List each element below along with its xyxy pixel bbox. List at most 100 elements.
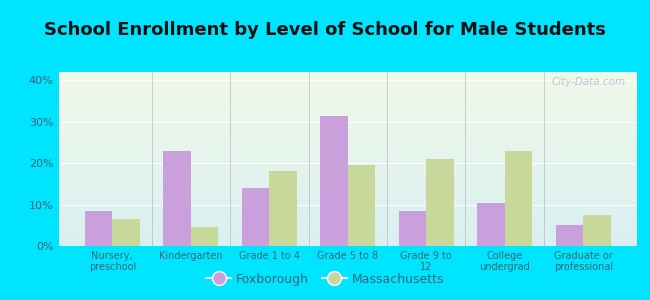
Bar: [58, 218, 637, 220]
Bar: [58, 88, 637, 89]
Bar: [58, 74, 637, 76]
Bar: [58, 241, 637, 242]
Bar: [58, 185, 637, 187]
Bar: [58, 242, 637, 244]
Bar: [58, 136, 637, 138]
Bar: [58, 86, 637, 88]
Bar: [58, 166, 637, 168]
Bar: [58, 224, 637, 225]
Bar: [58, 211, 637, 213]
Bar: [58, 229, 637, 230]
Bar: [58, 244, 637, 246]
Bar: [58, 76, 637, 77]
Bar: [58, 176, 637, 178]
Bar: [58, 161, 637, 163]
Bar: [58, 82, 637, 84]
Bar: [269, 171, 297, 246]
Bar: [58, 110, 637, 112]
Bar: [58, 94, 637, 96]
Bar: [58, 142, 637, 143]
Bar: [58, 173, 637, 175]
Bar: [58, 192, 637, 194]
Bar: [58, 180, 637, 182]
Bar: [58, 133, 637, 135]
Bar: [58, 140, 637, 142]
Bar: [58, 209, 637, 211]
Bar: [58, 107, 637, 109]
Bar: [58, 163, 637, 164]
Bar: [58, 131, 637, 133]
Text: School Enrollment by Level of School for Male Students: School Enrollment by Level of School for…: [44, 21, 606, 39]
Bar: [58, 154, 637, 155]
Bar: [58, 190, 637, 192]
Bar: [58, 100, 637, 102]
Bar: [58, 157, 637, 159]
Bar: [58, 116, 637, 117]
Bar: [58, 155, 637, 157]
Bar: [58, 102, 637, 103]
Bar: [58, 79, 637, 81]
Bar: [58, 236, 637, 237]
Bar: [58, 103, 637, 105]
Bar: [58, 124, 637, 126]
Bar: [58, 159, 637, 161]
Bar: [58, 230, 637, 232]
Bar: [58, 213, 637, 215]
Bar: [58, 187, 637, 189]
Bar: [58, 143, 637, 145]
Bar: [58, 89, 637, 91]
Bar: [58, 128, 637, 129]
Bar: [58, 112, 637, 114]
Bar: [58, 201, 637, 203]
Bar: [58, 77, 637, 79]
Bar: [58, 114, 637, 116]
Bar: [58, 164, 637, 166]
Bar: [58, 98, 637, 100]
Bar: [58, 135, 637, 137]
Bar: [58, 239, 637, 241]
Bar: [58, 216, 637, 218]
Bar: [58, 93, 637, 94]
Bar: [58, 208, 637, 209]
Bar: [398, 211, 426, 246]
Bar: [58, 197, 637, 199]
Bar: [58, 96, 637, 98]
Bar: [556, 225, 583, 246]
Bar: [58, 126, 637, 128]
Bar: [58, 206, 637, 208]
Bar: [58, 117, 637, 119]
Bar: [58, 109, 637, 110]
Bar: [58, 171, 637, 173]
Bar: [58, 196, 637, 197]
Bar: [242, 188, 269, 246]
Bar: [58, 220, 637, 222]
Bar: [112, 219, 140, 246]
Legend: Foxborough, Massachusetts: Foxborough, Massachusetts: [201, 268, 449, 291]
Bar: [84, 211, 112, 246]
Bar: [58, 225, 637, 227]
Bar: [58, 204, 637, 206]
Bar: [58, 138, 637, 140]
Bar: [58, 222, 637, 224]
Bar: [58, 84, 637, 86]
Bar: [163, 151, 190, 246]
Bar: [58, 178, 637, 180]
Bar: [583, 215, 611, 246]
Bar: [58, 182, 637, 183]
Bar: [58, 168, 637, 169]
Bar: [58, 148, 637, 150]
Bar: [58, 147, 637, 148]
Bar: [58, 169, 637, 171]
Bar: [190, 227, 218, 246]
Bar: [505, 151, 532, 246]
Bar: [58, 199, 637, 201]
Bar: [58, 81, 637, 82]
Bar: [58, 72, 637, 74]
Bar: [58, 227, 637, 229]
Bar: [58, 183, 637, 185]
Bar: [58, 232, 637, 234]
Bar: [58, 122, 637, 124]
Bar: [58, 237, 637, 239]
Bar: [477, 202, 505, 246]
Bar: [58, 234, 637, 236]
